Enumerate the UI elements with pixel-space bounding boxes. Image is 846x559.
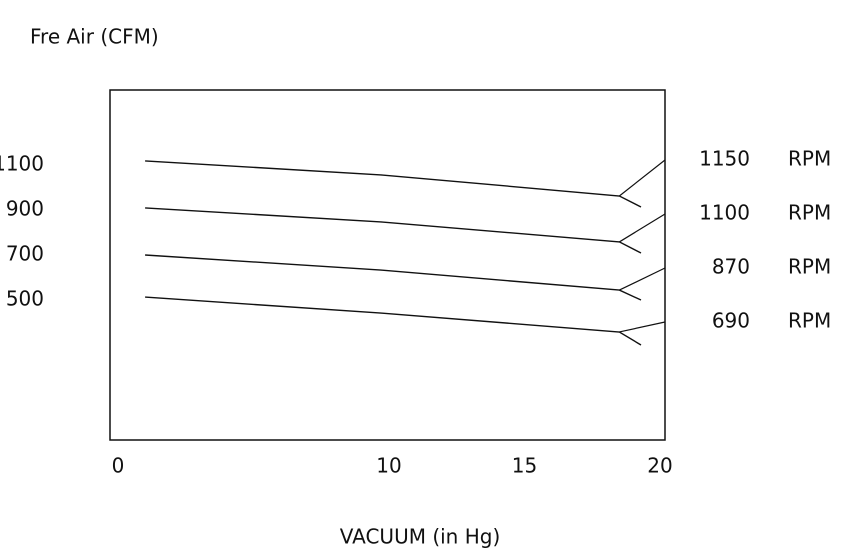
x-tick-label: 10 [376,454,401,478]
legend-label: 690 [712,309,750,333]
legend-unit: RPM [788,147,831,171]
x-tick-label: 15 [512,454,537,478]
legend-label: 1150 [699,147,750,171]
y-tick-label: 1100 [0,151,44,175]
y-tick-label: 900 [6,196,44,220]
legend-unit: RPM [788,201,831,225]
x-tick-label: 0 [112,454,125,478]
curve [145,207,642,254]
legend-unit: RPM [788,255,831,279]
leader-line [618,159,666,197]
y-tick-label: 700 [6,241,44,265]
x-axis-label: VACUUM (in Hg) [340,525,501,549]
legend-label: 1100 [699,201,750,225]
leader-line [619,321,666,333]
chart-title: Fre Air (CFM) [30,25,159,49]
y-tick-label: 500 [6,287,44,311]
legend-label: 870 [712,255,750,279]
leader-line [619,213,666,243]
curve [145,160,642,208]
legend-unit: RPM [788,309,831,333]
plot-frame [109,89,666,441]
curve [145,254,642,301]
leader-line [619,267,666,291]
curve [145,296,642,346]
x-tick-label: 20 [647,454,672,478]
